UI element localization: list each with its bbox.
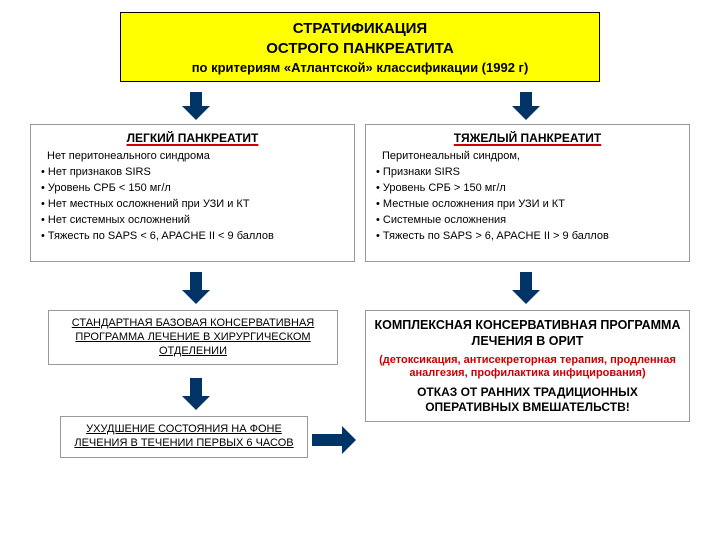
severe-header: ТЯЖЕЛЫЙ ПАНКРЕАТИТ — [376, 131, 679, 145]
mild-item: Нет признаков SIRS — [41, 165, 344, 181]
mild-item: Нет системных осложнений — [41, 213, 344, 229]
mild-box: ЛЕГКИЙ ПАНКРЕАТИТ Нет перитонеального си… — [30, 124, 355, 262]
mild-item: Нет местных осложнений при УЗИ и КТ — [41, 197, 344, 213]
standard-program-text: СТАНДАРТНАЯ БАЗОВАЯ КОНСЕРВАТИВНАЯ ПРОГР… — [72, 317, 314, 357]
arrow-severe-complex — [520, 272, 532, 290]
complex-detail: (детоксикация, антисекреторная терапия, … — [374, 354, 681, 382]
title-box: СТРАТИФИКАЦИЯ ОСТРОГО ПАНКРЕАТИТА по кри… — [120, 12, 600, 82]
arrow-title-mild-head — [182, 106, 210, 120]
mild-item: Уровень СРБ < 150 мг/л — [41, 181, 344, 197]
arrow-standard-worsening-head — [182, 396, 210, 410]
worsening-text: УХУДШЕНИЕ СОСТОЯНИЯ НА ФОНЕ ЛЕЧЕНИЯ В ТЕ… — [74, 423, 293, 449]
arrow-standard-worsening — [190, 378, 202, 396]
severe-item: Системные осложнения — [376, 213, 679, 229]
severe-item: Признаки SIRS — [376, 165, 679, 181]
arrow-title-mild — [190, 92, 202, 106]
arrow-worsening-complex-head — [342, 426, 356, 454]
complex-refusal: ОТКАЗ ОТ РАННИХ ТРАДИЦИОННЫХ ОПЕРАТИВНЫХ… — [374, 385, 681, 415]
arrow-worsening-complex — [312, 434, 342, 446]
worsening-box: УХУДШЕНИЕ СОСТОЯНИЯ НА ФОНЕ ЛЕЧЕНИЯ В ТЕ… — [60, 416, 308, 458]
severe-item: Местные осложнения при УЗИ и КТ — [376, 197, 679, 213]
severe-first: Перитонеальный синдром, — [376, 149, 679, 165]
arrow-title-severe — [520, 92, 532, 106]
mild-header: ЛЕГКИЙ ПАНКРЕАТИТ — [41, 131, 344, 145]
severe-item: Уровень СРБ > 150 мг/л — [376, 181, 679, 197]
severe-list: Перитонеальный синдром, Признаки SIRS Ур… — [376, 149, 679, 245]
standard-program-box: СТАНДАРТНАЯ БАЗОВАЯ КОНСЕРВАТИВНАЯ ПРОГР… — [48, 310, 338, 365]
mild-list: Нет перитонеального синдрома Нет признак… — [41, 149, 344, 245]
title-sub: по критериям «Атлантской» классификации … — [131, 60, 589, 75]
arrow-mild-standard-head — [182, 290, 210, 304]
complex-box: КОМПЛЕКСНАЯ КОНСЕРВАТИВНАЯ ПРОГРАММА ЛЕЧ… — [365, 310, 690, 422]
complex-title: КОМПЛЕКСНАЯ КОНСЕРВАТИВНАЯ ПРОГРАММА ЛЕЧ… — [374, 317, 681, 350]
arrow-severe-complex-head — [512, 290, 540, 304]
mild-first: Нет перитонеального синдрома — [41, 149, 344, 165]
arrow-mild-standard — [190, 272, 202, 290]
severe-item: Тяжесть по SAPS > 6, APACHE II > 9 балло… — [376, 229, 679, 245]
severe-box: ТЯЖЕЛЫЙ ПАНКРЕАТИТ Перитонеальный синдро… — [365, 124, 690, 262]
mild-item: Тяжесть по SAPS < 6, APACHE II < 9 балло… — [41, 229, 344, 245]
title-main: СТРАТИФИКАЦИЯ ОСТРОГО ПАНКРЕАТИТА — [131, 19, 589, 58]
arrow-title-severe-head — [512, 106, 540, 120]
